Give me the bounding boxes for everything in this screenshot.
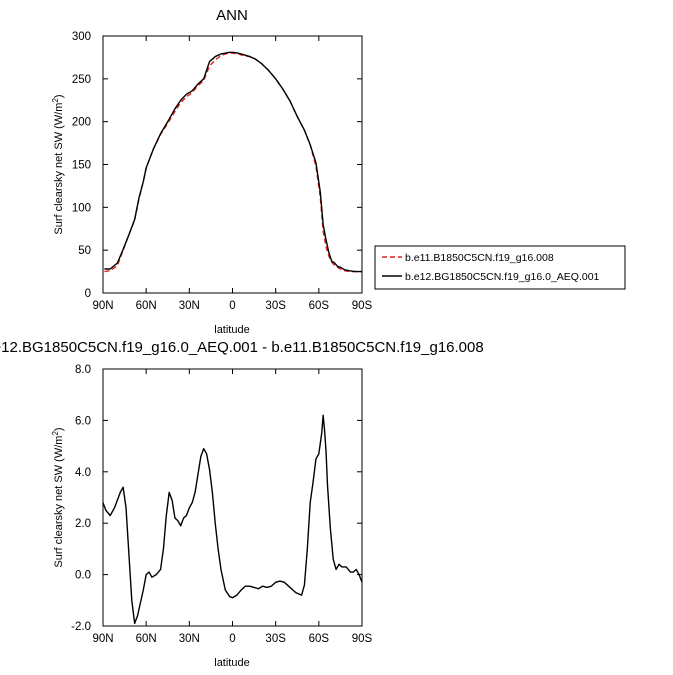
x-tick-label: 0 (229, 633, 235, 645)
x-tick-label: 90N (92, 300, 113, 312)
x-tick-label: 30N (179, 633, 200, 645)
chart-title: ANN (216, 7, 248, 24)
x-tick-label: 90S (352, 633, 373, 645)
bottom-chart: b.e12.BG1850C5CN.f19_g16.0_AEQ.001 - b.e… (0, 339, 484, 669)
series-group (102, 414, 363, 625)
plot-frame (102, 35, 363, 294)
x-tick-label: 0 (229, 300, 235, 312)
x-tick-label: 90N (92, 633, 113, 645)
y-tick-label: 250 (72, 74, 91, 86)
x-tick-label: 60N (136, 300, 157, 312)
series-line-0 (104, 52, 362, 273)
plot-frame (102, 368, 363, 627)
y-axis-label: Surf clearsky net SW (W/m2) (51, 94, 65, 234)
ticks-group: 90N 60N 30N 0 30S 60S 90S 0 50 100 150 200 250 300 (72, 31, 373, 312)
x-axis-label: latitude (214, 324, 249, 336)
legend-box (374, 245, 626, 290)
series-group (104, 51, 362, 273)
legend-label-control: b.e11.B1850C5CN.f19_g16.008 (405, 252, 554, 264)
y-tick-label: 8.0 (75, 364, 91, 376)
y-tick-label: 0 (85, 288, 91, 300)
legend-label-aeq: b.e12.BG1850C5CN.f19_g16.0_AEQ.001 (405, 271, 600, 283)
x-tick-label: 30S (265, 633, 286, 645)
x-tick-label: 30N (179, 300, 200, 312)
top-chart: ANN 90N 60N 30N 0 30S 60S 90S 0 50 100 150 200 250 30… (51, 7, 626, 336)
chart-title: b.e12.BG1850C5CN.f19_g16.0_AEQ.001 - b.e… (0, 339, 484, 356)
legend: b.e11.B1850C5CN.f19_g16.008 b.e12.BG1850… (374, 245, 626, 290)
x-axis-label: latitude (214, 657, 249, 669)
y-tick-label: 0.0 (75, 570, 91, 582)
y-tick-label: 300 (72, 31, 91, 43)
x-tick-label: 60S (309, 300, 330, 312)
y-tick-label: 6.0 (75, 415, 91, 427)
y-tick-label: -2.0 (71, 621, 91, 633)
x-tick-label: 60S (309, 633, 330, 645)
y-tick-label: 2.0 (75, 518, 91, 530)
y-tick-label: 200 (72, 117, 91, 129)
series-line-0 (102, 414, 363, 625)
y-tick-label: 150 (72, 160, 91, 172)
x-tick-label: 60N (136, 633, 157, 645)
y-tick-label: 50 (78, 245, 91, 257)
x-tick-label: 30S (265, 300, 286, 312)
ticks-group: 90N 60N 30N 0 30S 60S 90S -2.0 0.0 2.0 4.0 6.0 8.0 (71, 364, 372, 645)
series-line-1 (104, 51, 362, 273)
y-tick-label: 4.0 (75, 467, 91, 479)
x-tick-label: 90S (352, 300, 373, 312)
y-tick-label: 100 (72, 202, 91, 214)
y-axis-label: Surf clearsky net SW (W/m2) (51, 427, 65, 567)
